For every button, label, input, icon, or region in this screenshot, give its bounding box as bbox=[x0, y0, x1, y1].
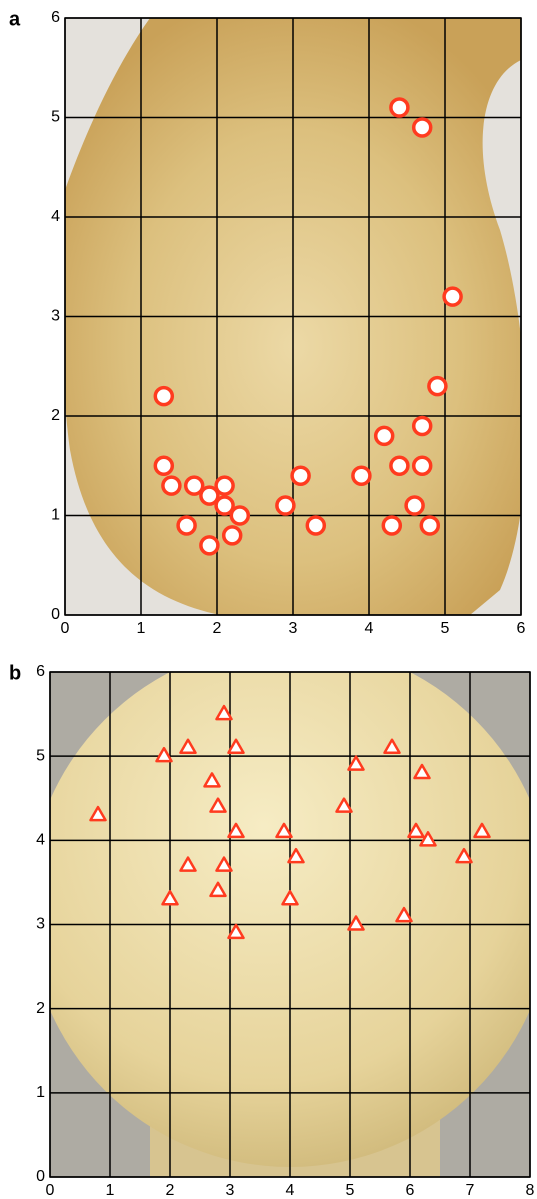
panel-label: a bbox=[9, 8, 21, 30]
point bbox=[277, 497, 294, 514]
x-tick-label: 0 bbox=[46, 1182, 55, 1199]
x-tick-label: 8 bbox=[526, 1182, 535, 1199]
x-tick-label: 5 bbox=[346, 1182, 355, 1199]
point bbox=[224, 527, 241, 544]
x-tick-label: 2 bbox=[213, 620, 222, 637]
y-tick-label: 1 bbox=[36, 1084, 45, 1101]
point bbox=[429, 378, 446, 395]
page: {"chart_data": [ {"type": "scatter", "pa… bbox=[0, 0, 537, 1199]
x-tick-label: 5 bbox=[441, 620, 450, 637]
x-tick-label: 1 bbox=[137, 620, 146, 637]
x-tick-label: 6 bbox=[406, 1182, 415, 1199]
point bbox=[414, 119, 431, 136]
point bbox=[201, 537, 218, 554]
point bbox=[391, 99, 408, 116]
point bbox=[178, 517, 195, 534]
point bbox=[155, 388, 172, 405]
y-tick-label: 2 bbox=[36, 1000, 45, 1017]
y-tick-label: 5 bbox=[36, 747, 45, 764]
y-tick-label: 6 bbox=[51, 9, 60, 26]
x-tick-label: 4 bbox=[286, 1182, 295, 1199]
point bbox=[292, 467, 309, 484]
x-tick-label: 3 bbox=[226, 1182, 235, 1199]
point bbox=[353, 467, 370, 484]
x-tick-label: 0 bbox=[61, 620, 70, 637]
y-tick-label: 2 bbox=[51, 407, 60, 424]
x-tick-label: 7 bbox=[466, 1182, 475, 1199]
y-tick-label: 1 bbox=[51, 507, 60, 524]
point bbox=[163, 477, 180, 494]
point bbox=[414, 457, 431, 474]
x-tick-label: 4 bbox=[365, 620, 374, 637]
y-tick-label: 4 bbox=[36, 832, 45, 849]
point bbox=[421, 517, 438, 534]
y-tick-label: 0 bbox=[36, 1168, 45, 1185]
x-tick-label: 2 bbox=[166, 1182, 175, 1199]
point bbox=[444, 288, 461, 305]
point bbox=[414, 417, 431, 434]
point bbox=[383, 517, 400, 534]
point bbox=[307, 517, 324, 534]
y-tick-label: 0 bbox=[51, 606, 60, 623]
photo-b bbox=[28, 643, 537, 1180]
x-tick-label: 3 bbox=[289, 620, 298, 637]
y-tick-label: 6 bbox=[36, 663, 45, 680]
y-tick-label: 4 bbox=[51, 208, 60, 225]
point bbox=[391, 457, 408, 474]
x-tick-label: 1 bbox=[106, 1182, 115, 1199]
point bbox=[406, 497, 423, 514]
panel-label: b bbox=[9, 662, 21, 684]
y-tick-label: 3 bbox=[36, 916, 45, 933]
point bbox=[376, 427, 393, 444]
y-tick-label: 5 bbox=[51, 109, 60, 126]
x-tick-label: 6 bbox=[517, 620, 526, 637]
point bbox=[155, 457, 172, 474]
figure: 01234560123456a0123456780123456b bbox=[0, 0, 537, 1199]
point bbox=[231, 507, 248, 524]
y-tick-label: 3 bbox=[51, 308, 60, 325]
